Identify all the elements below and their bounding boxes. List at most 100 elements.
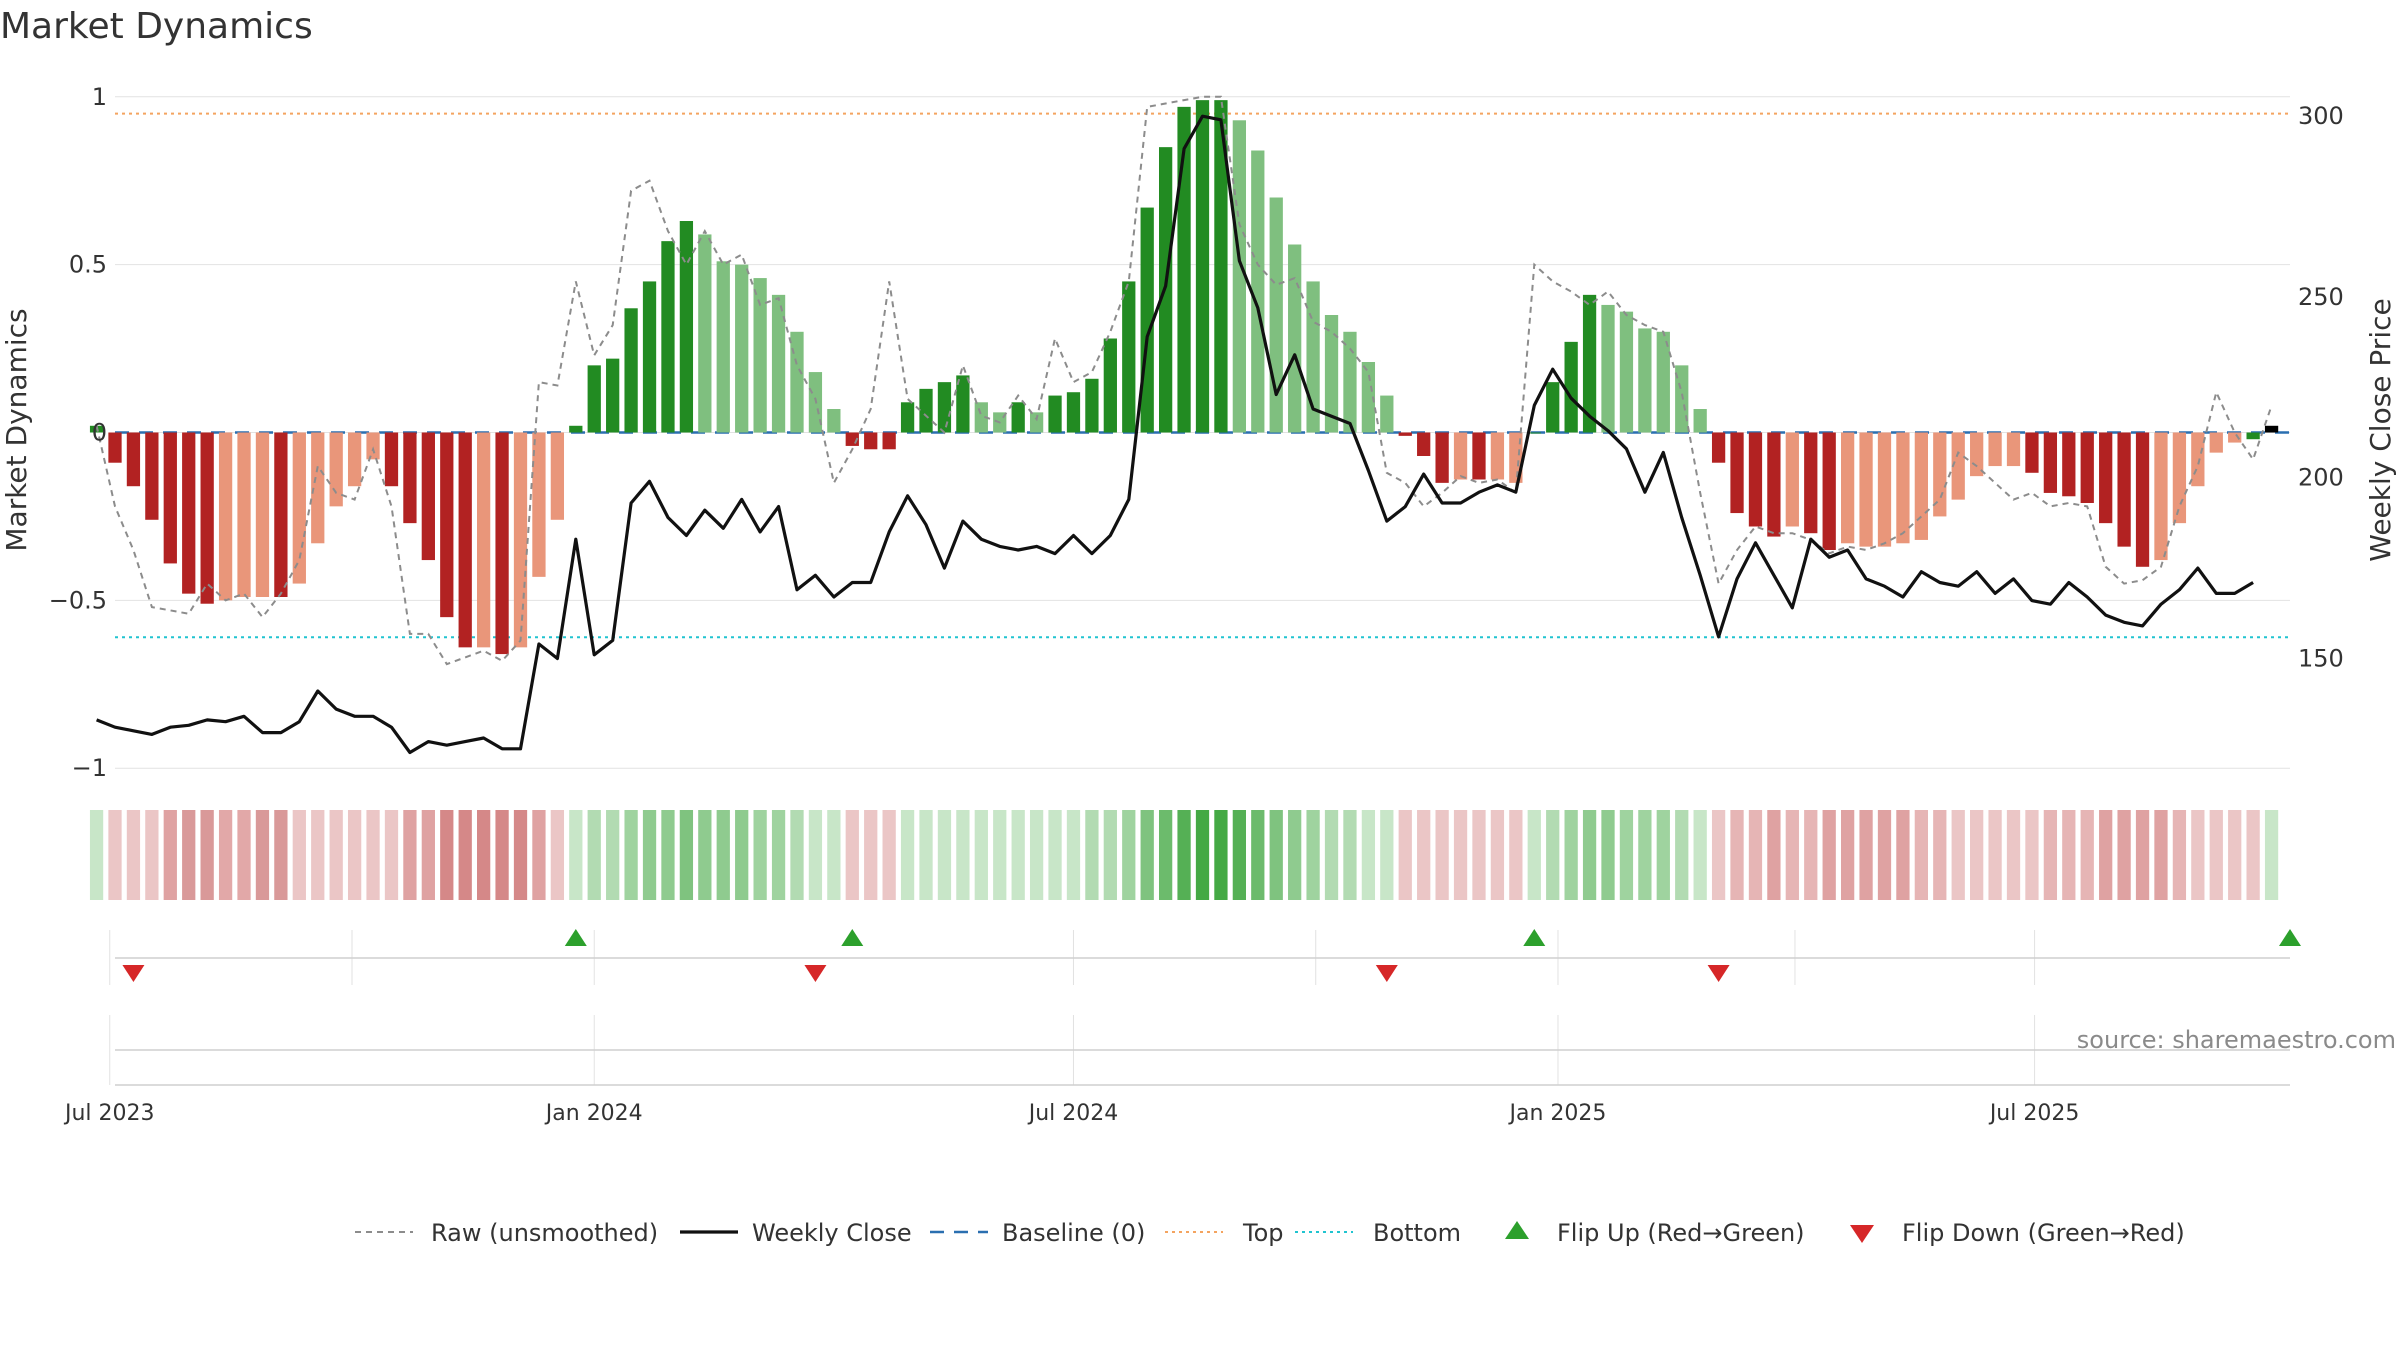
regime-cell xyxy=(1693,810,1707,900)
dynamics-bar xyxy=(900,402,915,433)
regime-cell xyxy=(900,810,915,900)
dynamics-bar xyxy=(1804,432,1818,534)
legend: Raw (unsmoothed) Weekly Close Baseline (0)… xyxy=(355,1219,2185,1247)
dynamics-bar xyxy=(753,278,767,433)
dynamics-bar xyxy=(1490,432,1505,480)
dynamics-bar xyxy=(126,432,141,487)
regime-cell xyxy=(1877,810,1892,900)
regime-cell xyxy=(1435,810,1449,900)
dynamics-bar xyxy=(2228,432,2242,443)
regime-cell xyxy=(2246,810,2260,900)
legend-item: Raw (unsmoothed) xyxy=(355,1219,658,1247)
legend-item: Bottom xyxy=(1295,1219,1461,1247)
regime-cell xyxy=(458,810,472,900)
x-tick-label: Jan 2024 xyxy=(544,1101,643,1126)
dynamics-bar xyxy=(329,432,343,507)
legend-swatch-flip-up xyxy=(1505,1221,1529,1239)
legend-item: Flip Down (Green→Red) xyxy=(1850,1219,2185,1247)
regime-cell xyxy=(2062,810,2076,900)
legend-item: Baseline (0) xyxy=(930,1219,1145,1247)
dynamics-bar xyxy=(108,432,122,463)
dynamics-bar xyxy=(1970,432,1984,477)
left-tick-label: −1 xyxy=(72,754,107,782)
regime-cell xyxy=(753,810,767,900)
dynamics-bar xyxy=(2246,432,2260,440)
regime-cell xyxy=(1582,810,1597,900)
dynamics-bar xyxy=(937,382,952,433)
dynamics-bar xyxy=(274,432,288,597)
regime-cell xyxy=(1029,810,1044,900)
dynamics-bar xyxy=(882,432,896,450)
dynamics-bar xyxy=(1619,311,1634,433)
regime-cell xyxy=(1748,810,1763,900)
dynamics-bar xyxy=(2062,432,2076,497)
dynamics-bar xyxy=(1251,150,1265,433)
dynamics-bar xyxy=(2264,425,2279,433)
right-tick-label: 150 xyxy=(2298,644,2344,672)
dynamics-bar xyxy=(1029,412,1044,433)
dynamics-bars xyxy=(89,100,2279,655)
regime-cell xyxy=(495,810,509,900)
regime-cell xyxy=(1730,810,1744,900)
regime-cell xyxy=(311,810,325,900)
regime-cell xyxy=(108,810,122,900)
regime-cell xyxy=(1711,810,1726,900)
regime-cell xyxy=(2117,810,2131,900)
dynamics-bar xyxy=(679,221,694,433)
regime-cell xyxy=(274,810,288,900)
regime-cell xyxy=(974,810,988,900)
dynamics-bar xyxy=(311,432,325,544)
dynamics-bar xyxy=(1398,432,1412,436)
dynamics-bar xyxy=(1085,378,1099,433)
dynamics-bar xyxy=(919,388,933,433)
regime-cell xyxy=(1251,810,1265,900)
dynamics-bar xyxy=(513,432,528,648)
legend-item: Top xyxy=(1165,1219,1284,1247)
regime-cell xyxy=(550,810,565,900)
regime-cell xyxy=(642,810,657,900)
dynamics-bar xyxy=(1582,294,1597,433)
regime-cell xyxy=(255,810,270,900)
source-credit: source: sharemaestro.com xyxy=(2077,1026,2396,1054)
regime-cell xyxy=(1822,810,1836,900)
dynamics-bar xyxy=(1453,432,1468,480)
dynamics-bar xyxy=(642,281,657,433)
dynamics-bar xyxy=(495,432,509,655)
regime-strip xyxy=(89,810,2279,900)
dynamics-bar xyxy=(1380,395,1394,433)
dynamics-bar xyxy=(1343,331,1357,433)
dynamics-bar xyxy=(145,432,159,520)
dynamics-bar xyxy=(1711,432,1726,463)
dynamics-bar xyxy=(477,432,491,648)
dynamics-bar xyxy=(716,261,730,433)
regime-cell xyxy=(1490,810,1505,900)
regime-cell xyxy=(1343,810,1357,900)
dynamics-bar xyxy=(2006,432,2021,467)
dynamics-bar xyxy=(1859,432,1873,547)
dynamics-bar xyxy=(1269,197,1283,433)
regime-cell xyxy=(366,810,380,900)
dynamics-bar xyxy=(182,432,196,594)
regime-cell xyxy=(624,810,638,900)
x-tick-label: Jul 2025 xyxy=(1988,1101,2080,1126)
dynamics-bar xyxy=(2191,432,2205,487)
regime-cell xyxy=(1103,810,1117,900)
dynamics-bar xyxy=(974,402,988,433)
regime-cell xyxy=(1380,810,1394,900)
legend-swatch-flip-down xyxy=(1850,1225,1874,1243)
dynamics-bar xyxy=(1748,432,1763,527)
dynamics-bar xyxy=(1122,281,1136,433)
chart-title: Market Dynamics xyxy=(0,6,313,47)
regime-cell xyxy=(1767,810,1781,900)
regime-cell xyxy=(421,810,435,900)
bottom-panel xyxy=(109,1015,2290,1086)
regime-cell xyxy=(1140,810,1154,900)
dynamics-bar xyxy=(1288,244,1302,433)
regime-cell xyxy=(1675,810,1689,900)
dynamics-bar xyxy=(735,264,749,433)
x-tick-label: Jul 2023 xyxy=(63,1101,155,1126)
dynamics-bar xyxy=(1896,432,1910,544)
regime-cell xyxy=(587,810,601,900)
dynamics-bar xyxy=(440,432,454,618)
flip-up-marker xyxy=(564,929,587,946)
